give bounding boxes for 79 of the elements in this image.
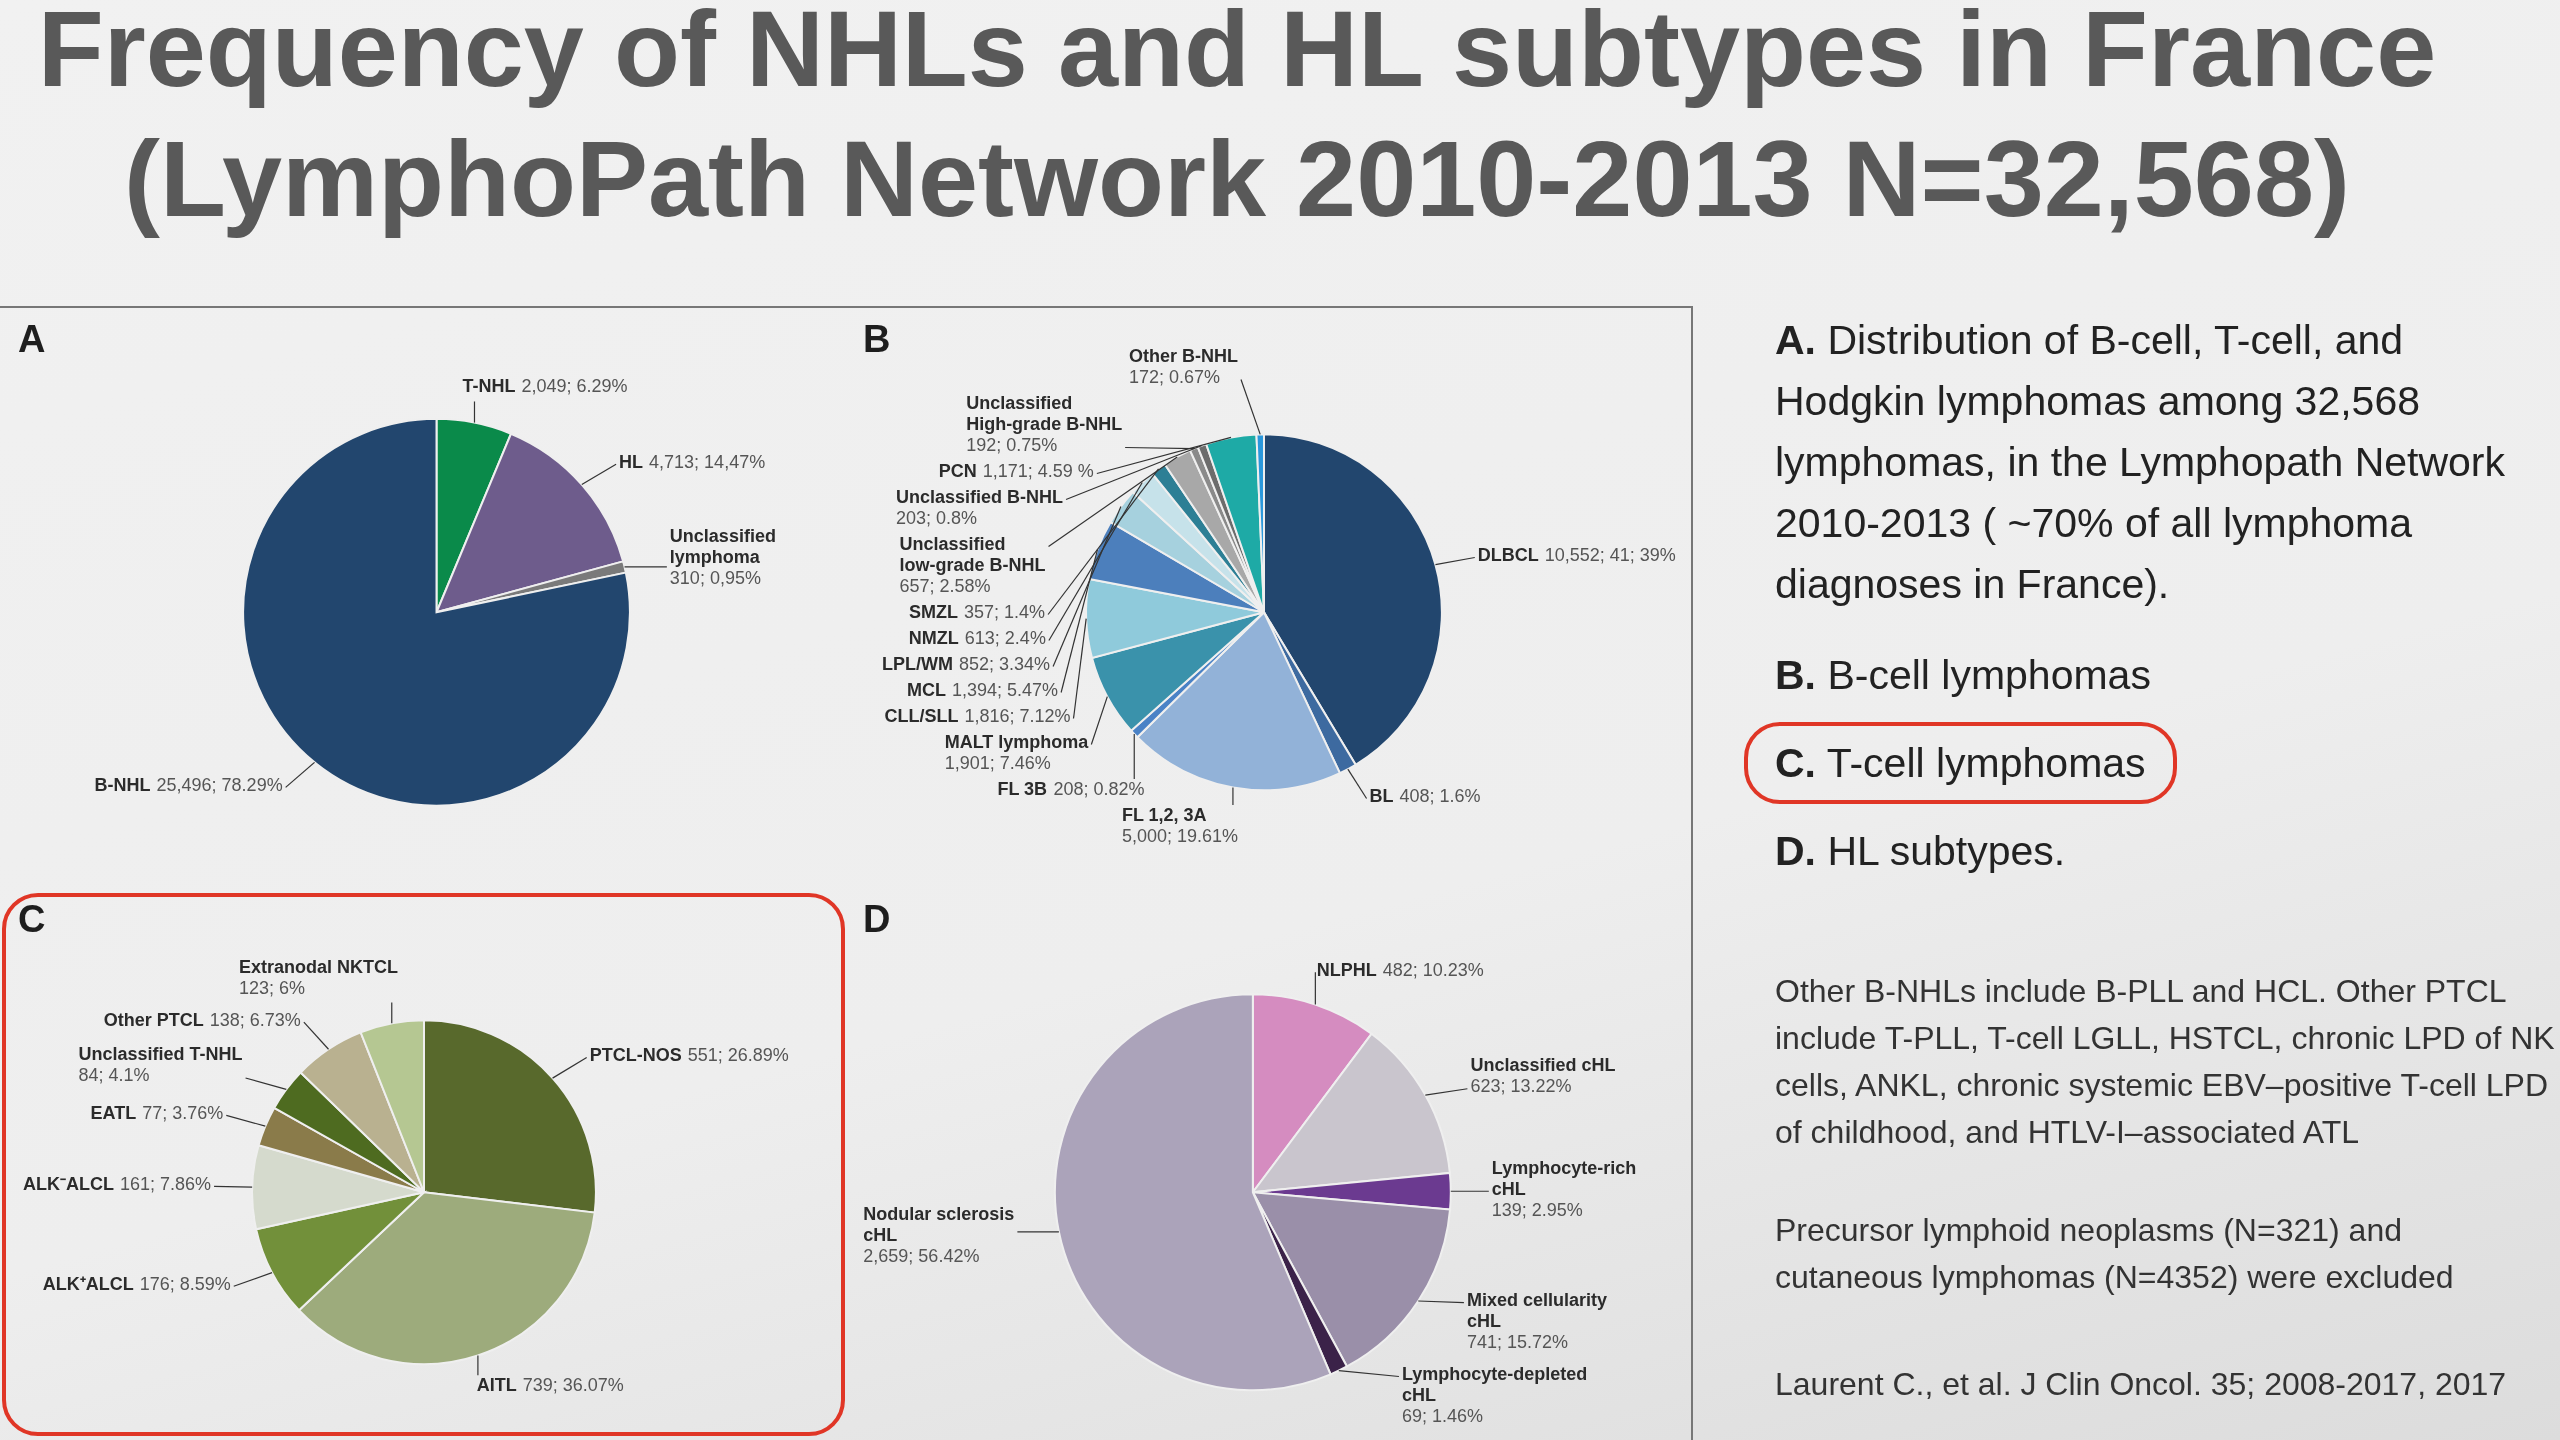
data-label: 176; 8.59% bbox=[139, 1273, 231, 1294]
data-label: 84; 4.1% bbox=[78, 1065, 150, 1086]
data-label: 623; 13.22% bbox=[1470, 1076, 1572, 1097]
slice-label: Nodular sclerosis cHL bbox=[863, 1204, 1015, 1246]
slice-label: SMZL bbox=[909, 602, 959, 622]
slice-label: MCL bbox=[907, 680, 947, 700]
slice-label: Other B-NHL bbox=[1129, 346, 1238, 366]
slice-label: Unclassified low-grade B-NHL bbox=[899, 534, 1046, 575]
data-label: 161; 7.86% bbox=[120, 1173, 212, 1194]
slice-label: Unclassified lymphoma bbox=[669, 526, 776, 568]
data-label: 482; 10.23% bbox=[1382, 959, 1484, 980]
slice-label: FL 1,2, 3A bbox=[1121, 805, 1207, 825]
slice-label: PTCL-NOS bbox=[589, 1045, 682, 1066]
slice-label: Unclassified cHL bbox=[1470, 1055, 1616, 1076]
slice-label: FL 3B bbox=[997, 779, 1048, 799]
slice-label: NMZL bbox=[908, 628, 959, 648]
slice-label: DLBCL bbox=[1477, 545, 1539, 566]
data-label: 408; 1.6% bbox=[1399, 785, 1481, 806]
data-label: 139; 2.95% bbox=[1491, 1199, 1583, 1220]
slice-label: B-NHL bbox=[94, 774, 151, 795]
data-label: 551; 26.89% bbox=[687, 1045, 789, 1066]
slice-label: Unclassified High-grade B-NHL bbox=[966, 393, 1123, 434]
slice-label: Extranodal NKTCL bbox=[238, 956, 398, 977]
data-label: 310; 0,95% bbox=[669, 568, 761, 589]
data-label: 25,496; 78.29% bbox=[156, 774, 283, 795]
data-label: 1,171; 4.59 % bbox=[982, 461, 1094, 481]
text: Laurent C., et al. J Clin Oncol. 35; 2008-2017, 2017 bbox=[1775, 1366, 2507, 1402]
slice-label: ALK⁻ALCL bbox=[23, 1173, 115, 1194]
data-label: 138; 6.73% bbox=[209, 1009, 301, 1030]
slice-label: MALT lymphoma bbox=[944, 732, 1090, 752]
text: Frequency of NHLs and HL subtypes in France bbox=[36, 0, 2438, 111]
slice-label: Unclassified B-NHL bbox=[895, 487, 1064, 507]
slice-label: Unclassified T-NHL bbox=[78, 1044, 243, 1065]
slice-label: ALK⁺ALCL bbox=[42, 1273, 134, 1294]
data-label: 741; 15.72% bbox=[1466, 1332, 1568, 1353]
slice-label: T-NHL bbox=[462, 376, 516, 397]
text: Other B-NHLs include B-PLL and HCL. Other PTCL include T-PLL, T-cell LGLL, HSTCL, chronic LPD of NK cells, ANKL, chronic systemic EBV–positive T-cell LPD of childhood, and HTLV-I–associated ATL bbox=[1775, 973, 2555, 1150]
text: Precursor lymphoid neoplasms (N=321) and cutaneous lymphomas (N=4352) were excluded bbox=[1775, 1212, 2454, 1295]
data-label: 739; 36.07% bbox=[522, 1375, 624, 1396]
slice-label: Other PTCL bbox=[103, 1009, 204, 1030]
text: C. T-cell lymphomas bbox=[1775, 740, 2146, 786]
data-label: 357; 1.4% bbox=[964, 602, 1046, 622]
data-label: 1,394; 5.47% bbox=[952, 680, 1059, 700]
data-label: 4,713; 14,47% bbox=[649, 451, 766, 472]
data-label: 5,000; 19.61% bbox=[1121, 826, 1238, 846]
slice-label: NLPHL bbox=[1316, 959, 1377, 980]
text: (LymphoPath Network 2010-2013 N=32,568) bbox=[123, 117, 2351, 241]
slice-label: EATL bbox=[90, 1102, 137, 1123]
text: B. B-cell lymphomas bbox=[1775, 652, 2151, 698]
data-label: 613; 2.4% bbox=[964, 628, 1046, 648]
slice-label: Lymphocyte-rich cHL bbox=[1491, 1157, 1637, 1199]
data-label: 192; 0.75% bbox=[966, 435, 1058, 455]
data-label: 203; 0.8% bbox=[895, 508, 978, 528]
data-label: 1,901; 7.46% bbox=[944, 753, 1051, 773]
data-label: 172; 0.67% bbox=[1129, 367, 1221, 387]
slice-label: PCN bbox=[938, 461, 977, 481]
data-label: 10,552; 41; 39% bbox=[1544, 545, 1676, 566]
text: D. HL subtypes. bbox=[1775, 828, 2066, 874]
text: A. Distribution of B-cell, T-cell, and Hodgkin lymphomas among 32,568 lymphomas, in the Lymphopath Network 2010-2013 ( ~70% of all lymphoma diagnoses in France). bbox=[1775, 317, 2505, 607]
chart-title: C bbox=[18, 898, 46, 940]
slice-label: HL bbox=[619, 451, 644, 472]
slice-label: CLL/SLL bbox=[884, 706, 959, 726]
chart-title: A bbox=[18, 318, 46, 360]
data-label: 2,659; 56.42% bbox=[863, 1246, 980, 1267]
data-label: 852; 3.34% bbox=[959, 654, 1051, 674]
slice-label: LPL/WM bbox=[882, 654, 954, 674]
slice-label: Mixed cellularity cHL bbox=[1466, 1290, 1607, 1332]
data-label: 123; 6% bbox=[238, 977, 306, 998]
chart-title: B bbox=[863, 318, 891, 360]
data-label: 657; 2.58% bbox=[899, 576, 991, 596]
slice-label: BL bbox=[1369, 785, 1394, 806]
data-label: 77; 3.76% bbox=[142, 1102, 224, 1123]
data-label: 208; 0.82% bbox=[1053, 779, 1145, 799]
slice-label: AITL bbox=[476, 1375, 517, 1396]
data-label: 1,816; 7.12% bbox=[964, 706, 1071, 726]
data-label: 2,049; 6.29% bbox=[521, 376, 628, 397]
data-label: 69; 1.46% bbox=[1401, 1406, 1484, 1426]
chart-title: D bbox=[863, 898, 891, 940]
slice-label: Lymphocyte-depleted cHL bbox=[1401, 1364, 1588, 1405]
